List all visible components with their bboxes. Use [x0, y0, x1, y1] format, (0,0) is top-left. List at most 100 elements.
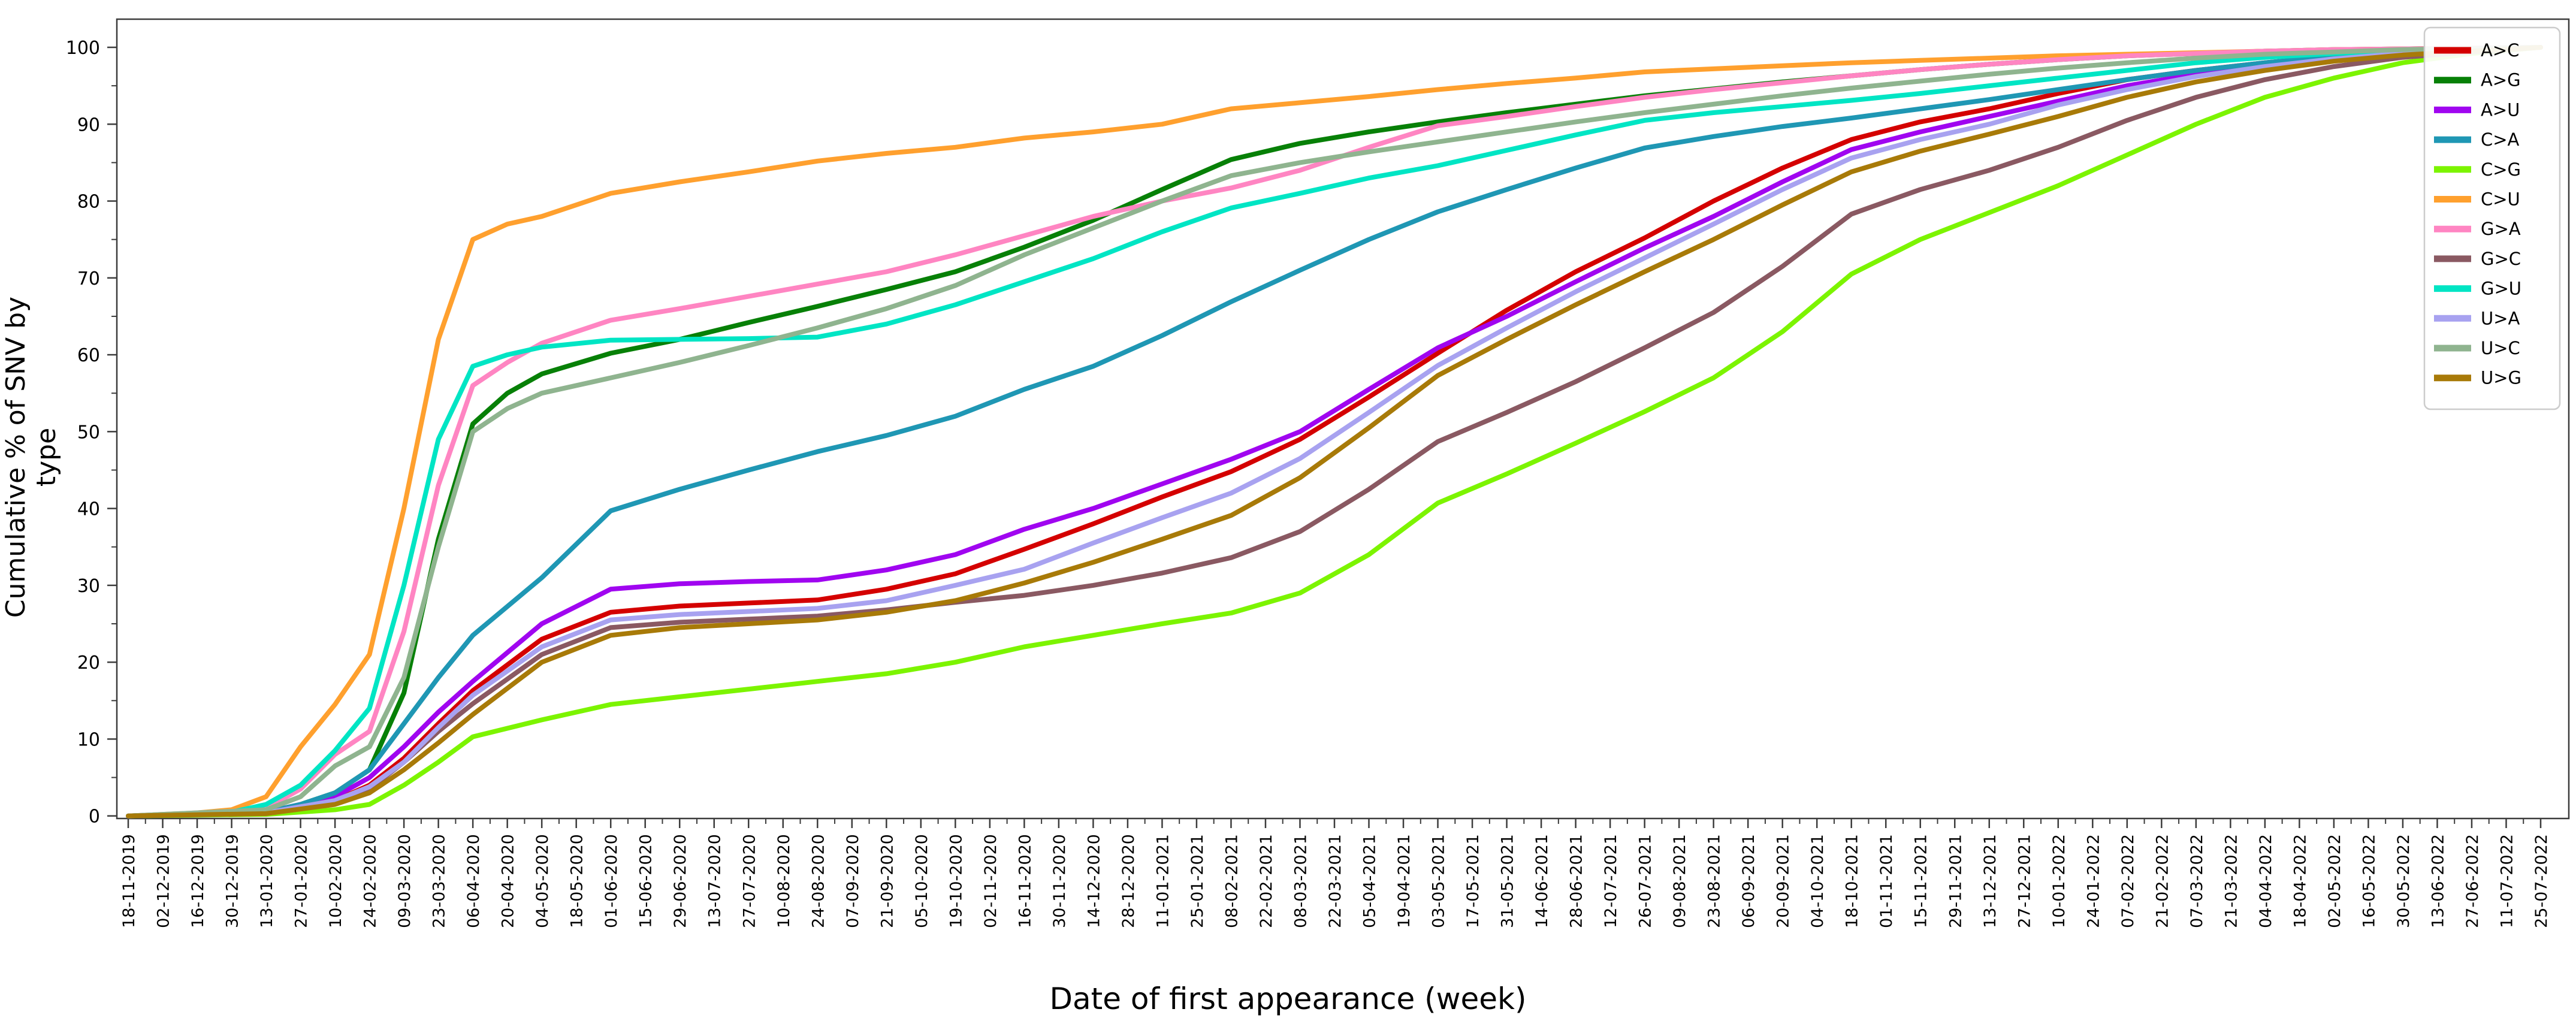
x-tick-label: 14-12-2020	[1085, 834, 1103, 928]
x-tick-label: 24-02-2020	[361, 834, 380, 928]
x-tick-label: 10-08-2020	[775, 834, 793, 928]
y-tick-label: 0	[89, 807, 100, 827]
x-tick-label: 29-11-2021	[1946, 834, 1965, 928]
x-tick-label: 18-05-2020	[568, 834, 587, 928]
y-tick-label: 80	[77, 192, 100, 213]
legend-label-U>A: U>A	[2481, 308, 2520, 328]
legend-label-U>G: U>G	[2481, 368, 2521, 388]
x-tick-label: 07-09-2020	[844, 834, 862, 928]
legend-label-A>U: A>U	[2481, 99, 2520, 120]
x-tick-label: 15-11-2021	[1912, 834, 1931, 928]
x-tick-label: 10-02-2020	[327, 834, 345, 928]
x-tick-label: 09-08-2021	[1671, 834, 1689, 928]
legend-label-A>G: A>G	[2481, 70, 2521, 90]
x-tick-label: 06-09-2021	[1740, 834, 1758, 928]
series-line-G>C	[126, 45, 2543, 818]
legend-label-U>C: U>C	[2481, 338, 2520, 358]
x-tick-label: 14-06-2021	[1533, 834, 1551, 928]
y-tick-label: 30	[77, 576, 100, 597]
x-tick-label: 04-05-2020	[533, 834, 552, 928]
x-tick-label: 23-08-2021	[1705, 834, 1724, 928]
x-tick-label: 13-01-2020	[258, 834, 276, 928]
legend-label-A>C: A>C	[2481, 40, 2519, 61]
series-line-C>U	[126, 45, 2543, 818]
x-tick-label: 04-10-2021	[1808, 834, 1827, 928]
x-tick-label: 13-12-2021	[1981, 834, 2000, 928]
x-tick-label: 11-01-2021	[1153, 834, 1172, 928]
x-tick-label: 19-10-2020	[947, 834, 965, 928]
x-tick-label: 25-07-2022	[2532, 834, 2551, 928]
x-tick-label: 24-01-2022	[2084, 834, 2103, 928]
x-tick-label: 30-05-2022	[2394, 834, 2413, 928]
y-tick-label: 10	[77, 729, 100, 750]
x-tick-label: 18-04-2022	[2291, 834, 2309, 928]
x-tick-label: 05-10-2020	[913, 834, 931, 928]
x-tick-label: 19-04-2021	[1395, 834, 1414, 928]
legend-label-G>C: G>C	[2481, 249, 2521, 269]
legend-label-C>G: C>G	[2481, 159, 2521, 180]
legend-label-G>A: G>A	[2481, 219, 2521, 239]
x-tick-label: 29-06-2020	[671, 834, 690, 928]
x-tick-label: 11-07-2022	[2498, 834, 2516, 928]
x-tick-label: 20-09-2021	[1774, 834, 1793, 928]
series-line-G>A	[126, 45, 2543, 818]
y-tick-label: 20	[77, 653, 100, 673]
x-tick-label: 31-05-2021	[1499, 834, 1517, 928]
x-tick-label: 16-05-2022	[2360, 834, 2378, 928]
x-tick-label: 27-12-2021	[2015, 834, 2034, 928]
x-tick-label: 08-02-2021	[1222, 834, 1241, 928]
x-tick-label: 22-02-2021	[1257, 834, 1276, 928]
x-tick-label: 16-12-2019	[189, 834, 207, 928]
legend: A>C A>G A>U C>A C>G C>U G>A G>C G>U U>A U>C U>G	[2423, 26, 2561, 410]
x-tick-label: 05-04-2021	[1361, 834, 1379, 928]
x-tick-label: 26-07-2021	[1636, 834, 1655, 928]
x-tick-label: 04-04-2022	[2257, 834, 2275, 928]
x-tick-label: 09-03-2020	[395, 834, 414, 928]
x-tick-label: 25-01-2021	[1188, 834, 1207, 928]
x-tick-label: 27-07-2020	[740, 834, 759, 928]
x-tick-label: 21-02-2022	[2153, 834, 2172, 928]
y-tick-label: 50	[77, 422, 100, 443]
x-tick-label: 03-05-2021	[1430, 834, 1448, 928]
x-tick-label: 02-05-2022	[2326, 834, 2344, 928]
x-tick-label: 16-11-2020	[1016, 834, 1034, 928]
x-axis-title: Date of first appearance (week)	[1049, 981, 1527, 1016]
x-tick-label: 27-06-2022	[2463, 834, 2482, 928]
y-tick-label: 40	[77, 499, 100, 520]
x-tick-label: 28-06-2021	[1568, 834, 1586, 928]
x-tick-label: 28-12-2020	[1119, 834, 1138, 928]
y-tick-label: 70	[77, 268, 100, 289]
y-tick-label: 100	[66, 38, 100, 59]
x-tick-label: 01-06-2020	[602, 834, 621, 928]
x-tick-label: 13-07-2020	[706, 834, 724, 928]
x-tick-label: 18-11-2019	[120, 834, 138, 928]
legend-box	[2423, 26, 2561, 410]
x-tick-label: 18-10-2021	[1843, 834, 1862, 928]
legend-label-C>A: C>A	[2481, 129, 2520, 150]
x-tick-label: 24-08-2020	[809, 834, 828, 928]
plot-border	[116, 18, 2570, 820]
series-line-U>G	[126, 45, 2543, 818]
x-tick-label: 21-09-2020	[878, 834, 896, 928]
legend-label-C>U: C>U	[2481, 189, 2520, 210]
series-line-U>A	[126, 45, 2543, 818]
x-tick-label: 23-03-2020	[430, 834, 449, 928]
x-tick-label: 20-04-2020	[499, 834, 518, 928]
y-tick-label: 60	[77, 345, 100, 366]
x-tick-label: 27-01-2020	[292, 834, 311, 928]
x-tick-label: 07-03-2022	[2188, 834, 2206, 928]
x-tick-label: 17-05-2021	[1464, 834, 1482, 928]
x-tick-label: 01-11-2021	[1877, 834, 1896, 928]
y-axis-title: Cumulative % of SNV by type	[1, 296, 62, 618]
x-tick-label: 12-07-2021	[1602, 834, 1620, 928]
series-line-C>A	[126, 45, 2543, 818]
x-tick-label: 02-11-2020	[982, 834, 1000, 928]
x-tick-label: 10-01-2022	[2050, 834, 2068, 928]
x-tick-label: 30-12-2019	[224, 834, 242, 928]
series-line-U>C	[126, 45, 2543, 818]
series-line-C>G	[126, 45, 2543, 818]
x-tick-label: 08-03-2021	[1291, 834, 1310, 928]
x-tick-label: 06-04-2020	[464, 834, 483, 928]
